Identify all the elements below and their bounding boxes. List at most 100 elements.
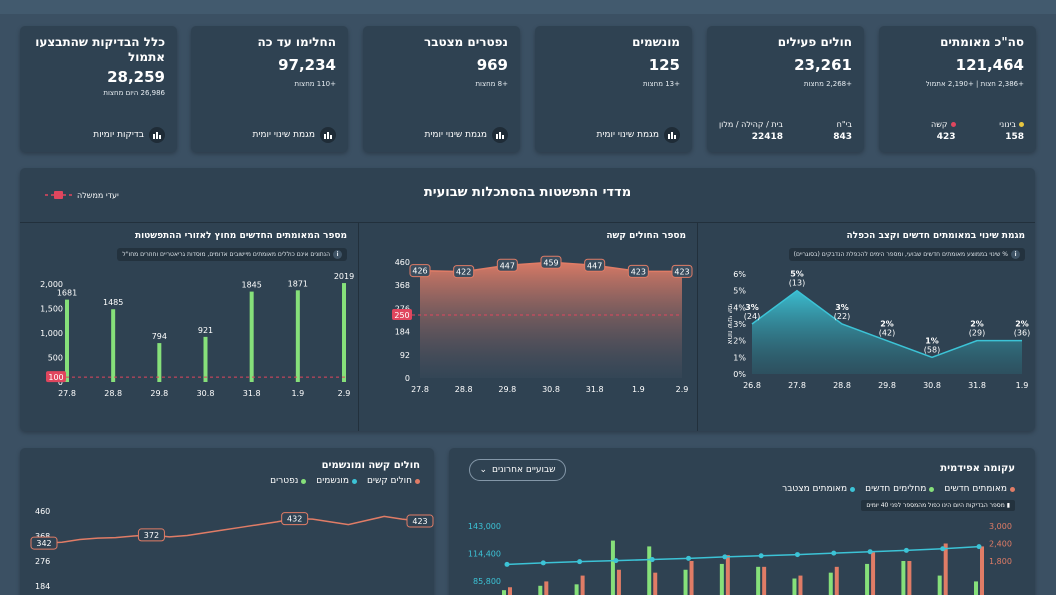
severe-value: 423 [936,132,956,142]
data-label: 426 [412,267,427,276]
area-fill [420,262,682,378]
legend-item[interactable]: מאומתים חדשים [944,484,1015,494]
y-axis-label: אחוז שינוי יומי [726,304,734,345]
data-label: 1871 [288,279,308,288]
bar-new-cases [616,569,621,595]
x-tick-label: 28.8 [833,381,851,390]
period-dropdown[interactable]: שבועיים אחרונים ⌄ [469,459,566,481]
legend-item[interactable]: מחלימים חדשים [865,484,935,494]
x-tick-label: 26.8 [743,381,761,390]
divider [358,222,359,431]
data-label-box [453,265,475,279]
divider [20,222,1035,223]
bar [157,343,162,382]
bar-recovered [974,581,978,595]
chart-title: מגמת שינוי במאומתים חדשים וקצב הכפלה [846,231,1026,241]
home-value: 22418 [751,132,784,142]
y-tick-label: 368 [35,532,50,541]
cumulative-point [504,561,510,567]
chart-legend: מאומתים חדשים מחלימים חדשים מאומתים מצטב… [782,484,1015,494]
target-badge [46,371,66,383]
kpi-breakdown: בינוני 158 קשה 423 [891,120,1024,142]
x-tick-label: 29.8 [878,381,896,390]
x-tick-label: 27.8 [411,385,429,394]
severe-patients-chart: 0 92 184 276 368 460 250 426 27.8 422 28.8 447 29.8 4… [392,255,693,394]
chevron-down-icon: ⌄ [479,465,487,475]
data-label-box [406,514,434,528]
kpi-card-ventilated: מונשמים 125 +13 מחצות מגמת שינוי יומית [535,26,692,152]
cumulative-point [976,544,982,550]
daily-tests-button[interactable]: בדיקות יומיות [93,127,165,143]
bar-new-cases [907,561,912,595]
chart-title: מספר המאומתים החדשים מחוץ לאזורי ההתפשטו… [134,231,347,241]
y-tick-label: 460 [395,258,410,267]
y-tick-label-right: 1,800 [989,557,1012,566]
y-tick-label: 0 [58,378,63,387]
kpi-foot-label: מגמת שינוי יומית [596,130,659,140]
data-label: 3% [745,303,759,312]
y-tick-label: 1,500 [40,305,63,314]
legend-item[interactable]: מאומתים מצטבר [782,484,856,494]
target-legend-label: יעדי ממשלה [77,190,119,200]
kpi-breakdown: בי"ח 843 בית / קהילה / מלון 22418 [719,120,852,142]
legend-item[interactable]: מונשמים [316,476,357,486]
data-label: 1845 [241,281,261,290]
severe-ventilated-panel: חולים קשה ומונשמים חולים קשים מונשמים נפ… [20,448,434,595]
legend-item[interactable]: חולים קשים [367,476,420,486]
y-tick-label: 368 [395,281,410,290]
legend-dot-icon [929,486,935,492]
doubling-label: (29) [969,329,985,338]
chart-note-text: % שינוי בממוצע מאומתים חדשים שבועי, ומספ… [793,251,1008,258]
cumulative-point [722,554,728,560]
legend-label: מאומתים חדשים [944,484,1007,494]
x-tick-label: 31.8 [968,381,986,390]
chart-legend: חולים קשים מונשמים נפטרים [270,476,420,486]
target-line-icon [45,191,73,199]
kpi-value: 97,234 [278,56,336,74]
kpi-title: כלל הבדיקות שהתבצעו אתמול [35,35,165,64]
bar-new-cases [980,546,984,595]
cumulative-point [831,550,837,556]
bar-recovered [792,578,797,595]
kpi-value: 23,261 [794,56,852,74]
kpi-sub: +110 מחצות [294,80,336,88]
target-badge [392,308,412,320]
bar-recovered [683,569,688,595]
mild-dot-icon [1019,122,1024,127]
data-label: 447 [587,261,602,270]
bar-new-cases [871,552,876,595]
chart-title: עקומה אפידמית [940,463,1015,474]
legend-label: מחלימים חדשים [865,484,927,494]
daily-trend-button[interactable]: מגמת שינוי יומית [424,127,508,143]
kpi-sub: +8 מחצות [475,80,508,88]
chart-note: iהנתונים אינם כוללים מאומתים מיישובים אד… [117,248,347,261]
info-icon: i [1011,250,1020,259]
data-label: 2% [880,320,894,329]
y-tick-label: 2% [733,337,746,346]
chart-title: מספר החולים קשה [606,231,686,241]
chart-note: i% שינוי בממוצע מאומתים חדשים שבועי, ומס… [788,248,1025,261]
bar-recovered [756,566,761,595]
bar-chart-icon [492,127,508,143]
info-icon: i [333,250,342,259]
kpi-foot-label: מגמת שינוי יומית [424,130,487,140]
bar-new-cases [544,581,549,595]
tests-note: ▮ מספר הבדיקות היום הינו כפול מהמספר לפנ… [861,500,1015,511]
bar [65,299,69,382]
daily-trend-button[interactable]: מגמת שינוי יומית [596,127,680,143]
kpi-foot-label: מגמת שינוי יומית [252,130,315,140]
data-label: 423 [631,267,646,276]
bar-new-cases [508,587,512,595]
legend-item[interactable]: נפטרים [270,476,307,486]
y-tick-label-right: 3,000 [989,522,1012,531]
target-legend: יעדי ממשלה [45,190,119,200]
bar-recovered [719,563,724,595]
data-label: 2% [1015,320,1029,329]
bar-recovered [647,546,652,595]
x-tick-label: 30.8 [923,381,941,390]
y-tick-label-right: 2,400 [989,540,1012,549]
cumulative-point [686,555,692,561]
x-tick-label: 31.8 [243,389,261,398]
bar-recovered [828,572,833,595]
daily-trend-button[interactable]: מגמת שינוי יומית [252,127,336,143]
